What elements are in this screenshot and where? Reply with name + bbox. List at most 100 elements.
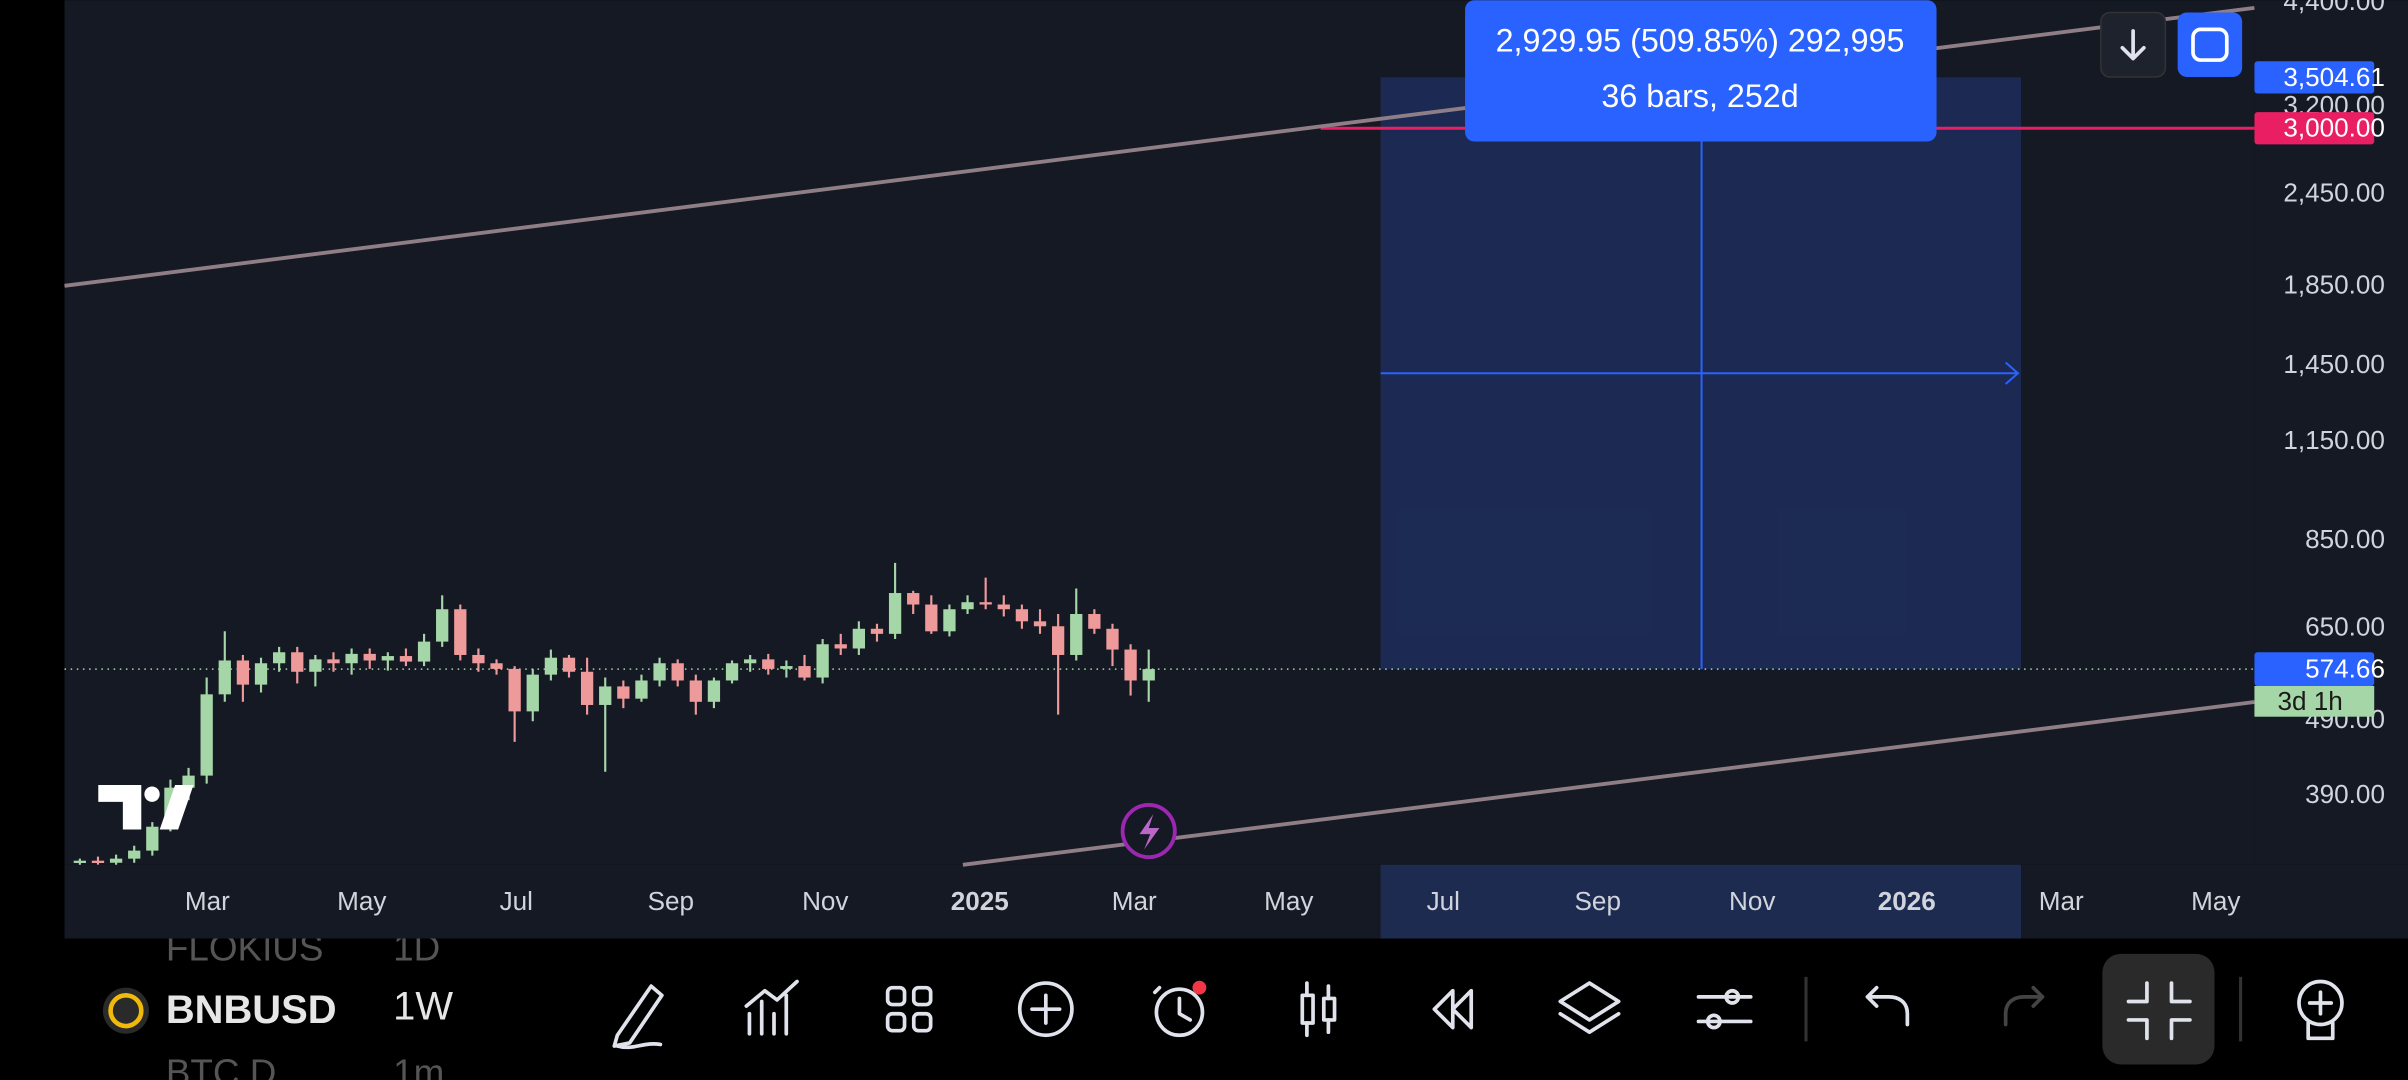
candle-body [291,652,304,672]
candle-body [327,659,340,664]
candle-body [816,644,829,678]
y-tick-label: 390.00 [2305,779,2385,809]
y-tick-label: 1,450.00 [2283,349,2385,379]
candle-body [544,657,558,675]
x-tick-label: Mar [1112,886,1157,916]
x-tick-label: Nov [1729,886,1775,916]
exit-fullscreen-button[interactable] [2126,981,2192,1041]
fit-icon [2191,27,2229,62]
candle-body [508,668,521,712]
measure-text: 36 bars, 252d [1601,78,1798,114]
events-bolt [1139,814,1160,850]
symbol[interactable]: BNBUSD [166,988,337,1032]
x-tick-label: Mar [2039,886,2084,916]
candle-body [218,660,231,695]
candle-body [146,826,159,851]
countdown-bg [2254,685,2375,717]
y-tick-label: 4,400.00 [2283,0,2385,16]
candle-body [744,659,757,664]
settings-button[interactable] [1696,988,1753,1030]
tv-logo [98,784,194,830]
layouts-button[interactable] [885,985,933,1033]
candle-body [671,663,684,681]
x-tick-label: 2025 [951,886,1009,916]
candle-body [888,593,902,634]
candle-body [472,654,485,664]
x-tick-label: May [337,886,386,916]
candle-body [1142,669,1155,681]
replay-button[interactable] [1432,988,1474,1030]
candle-body [617,686,630,699]
candle-body [979,602,992,605]
alert-price-label: 3,000.00 [2283,113,2385,143]
candle-body [490,663,503,669]
symbol-faded: BTC.D [166,1052,277,1080]
x-tick-label: May [2191,886,2240,916]
candle-body [599,686,612,705]
candle-body [961,602,974,610]
time-range-highlight [1380,864,2021,939]
candle-body [91,860,105,863]
fit-button[interactable] [2177,12,2243,77]
add-chart-button[interactable] [2297,979,2344,1041]
add-button[interactable] [1017,981,1074,1038]
alert-dot [1192,980,1207,995]
undo-button[interactable] [1865,985,1910,1027]
current-price-label-bg [2254,652,2375,686]
measure-tooltip [1465,0,1937,142]
candle-body [526,674,539,712]
indicators-button[interactable] [744,979,799,1036]
chart-type-button[interactable] [1300,981,1337,1038]
y-tick-label: 1,850.00 [2283,269,2385,299]
candle-body [272,652,286,664]
redo-button[interactable] [2003,985,2045,1027]
candle-body [73,860,86,863]
candle-body [925,604,938,632]
alert-price-label-bg [2254,112,2375,145]
candle-body [345,653,358,664]
candle-body [798,666,811,678]
candle-body [689,680,702,702]
current-price-label: 574.66 [2305,654,2385,684]
target-price-label-bg [2254,61,2375,94]
candle-body [870,628,884,634]
candle-body [943,609,956,632]
candle-body [653,663,666,681]
candle-body [1124,649,1137,681]
candle-body [1106,628,1119,650]
candle-body [1070,614,1083,655]
y-tick-label: 650.00 [2305,612,2385,642]
x-tick-label: 2026 [1878,886,1936,916]
candle-body [580,671,594,705]
fullscreen-button-bg [2102,953,2215,1065]
candle-body [182,775,195,788]
x-tick-label: May [1264,886,1313,916]
countdown: 3d 1h [2277,686,2342,716]
candle-body [436,609,449,642]
candle-body [363,653,376,661]
candle-body [834,644,847,649]
target-price-label: 3,504.61 [2283,62,2385,92]
candle-body [780,666,793,669]
candle-body [762,659,775,669]
x-tick-label: Mar [185,886,230,916]
candle-body [997,604,1010,610]
candle-body [562,657,576,672]
candle-body [381,656,394,661]
candle-body [417,641,431,662]
layers-button[interactable] [1558,981,1621,1035]
interval[interactable]: 1W [393,985,453,1029]
x-tick-label: Jul [1427,886,1460,916]
candle-body [128,850,141,859]
alert-button[interactable] [1153,985,1205,1038]
coin-icon [108,993,144,1029]
draw-button[interactable] [612,984,664,1050]
candle-body [236,660,250,685]
x-tick-label: Sep [1575,886,1621,916]
candle-body [1088,614,1101,629]
candle-body [454,609,467,655]
y-tick-label: 850.00 [2305,524,2385,554]
y-tick-label: 2,450.00 [2283,177,2385,207]
y-tick-label: 1,150.00 [2283,425,2385,455]
